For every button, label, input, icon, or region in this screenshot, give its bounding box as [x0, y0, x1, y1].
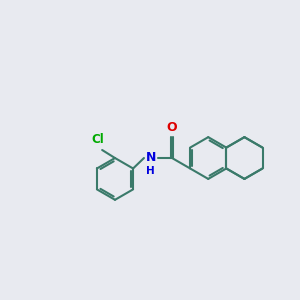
- Text: H: H: [146, 166, 155, 176]
- Text: N: N: [146, 151, 156, 164]
- Text: O: O: [167, 121, 177, 134]
- Text: Cl: Cl: [92, 133, 104, 146]
